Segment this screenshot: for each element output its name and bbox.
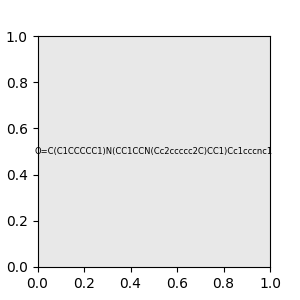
Text: O=C(C1CCCCC1)N(CC1CCN(Cc2ccccc2C)CC1)Cc1cccnc1: O=C(C1CCCCC1)N(CC1CCN(Cc2ccccc2C)CC1)Cc1… xyxy=(35,147,273,156)
